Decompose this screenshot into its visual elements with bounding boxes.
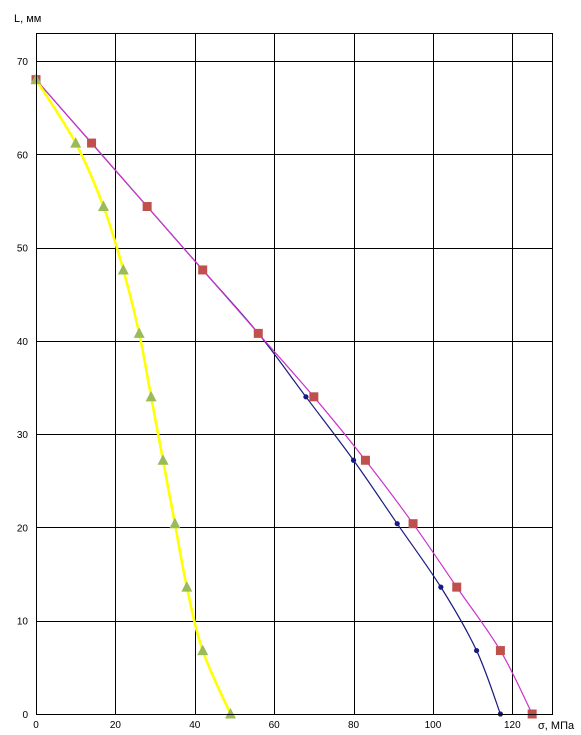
x-tick-label: 80	[348, 720, 360, 731]
data-point	[303, 394, 309, 400]
plot-border	[36, 33, 553, 715]
y-tick-label: 50	[17, 244, 29, 255]
data-point	[145, 390, 157, 402]
grid	[36, 33, 552, 715]
data-point	[495, 646, 505, 656]
y-tick-label: 40	[17, 337, 29, 348]
data-point	[473, 647, 480, 654]
data-point	[142, 202, 152, 212]
data-point	[253, 328, 263, 338]
y-axis-title: L, мм	[14, 13, 41, 25]
series-line	[34, 78, 232, 715]
data-point	[87, 138, 97, 148]
y-tick-label: 70	[17, 57, 29, 68]
x-axis-title: σ, МПа	[538, 720, 575, 732]
data-point	[360, 455, 370, 465]
data-point	[133, 327, 145, 338]
data-point	[438, 584, 444, 590]
series-line	[35, 79, 501, 715]
series-yellow	[30, 73, 236, 719]
y-tick-label: 60	[17, 150, 29, 161]
y-tick-label: 0	[22, 710, 28, 721]
data-point	[169, 517, 181, 529]
y-tick-label: 10	[17, 617, 29, 628]
data-point	[181, 581, 193, 592]
data-point	[408, 519, 418, 529]
x-tick-label: 20	[110, 720, 122, 731]
data-point	[117, 263, 129, 275]
x-tick-label: 100	[425, 720, 442, 731]
series-line	[35, 79, 533, 715]
x-tick-label: 60	[269, 720, 281, 731]
y-tick-label: 20	[17, 523, 29, 534]
data-point	[197, 644, 209, 656]
data-point	[394, 521, 400, 527]
x-tick-label: 120	[504, 720, 521, 731]
data-point	[309, 392, 319, 402]
series-blue	[33, 77, 503, 717]
x-tick-label: 0	[33, 720, 39, 731]
data-point	[452, 582, 462, 592]
data-point	[350, 457, 357, 463]
data-point	[224, 708, 236, 719]
tick-labels: 0 20 40 60 80 100 120 0 10 20 30 40 50 60 70	[17, 57, 521, 731]
x-tick-label: 40	[189, 720, 201, 731]
data-point	[70, 137, 82, 148]
data-point	[198, 265, 208, 275]
data-point	[97, 200, 109, 212]
y-tick-label: 30	[17, 430, 29, 441]
data-point	[157, 454, 169, 465]
